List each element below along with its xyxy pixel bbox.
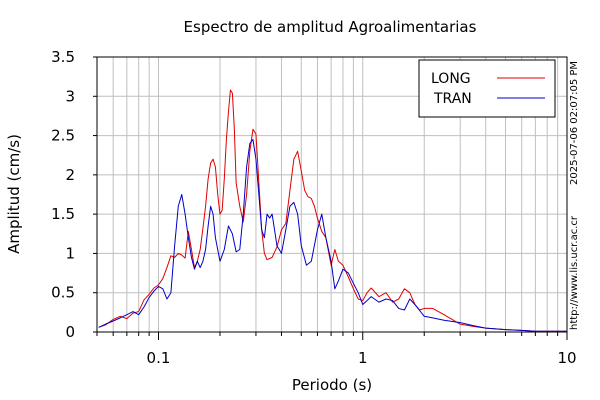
y-tick-label: 3.5 [51,48,75,66]
y-axis-title: Amplitud (cm/s) [5,134,23,254]
x-axis-ticks: 0.1 1 10 [96,332,577,367]
series-lines [98,89,567,332]
y-tick-label: 2 [65,166,75,184]
x-axis-title: Periodo (s) [292,376,372,394]
y-tick-label: 1.5 [51,205,75,223]
x-tick-label: 10 [557,349,576,367]
y-tick-label: 0 [65,323,75,341]
x-tick-label: 0.1 [147,349,171,367]
plot-frame [96,56,568,333]
timestamp-note: 2025-07-06 02:07:05 PM [569,61,580,185]
legend: LONG TRAN [418,59,556,118]
y-axis-ticks: 0 0.5 1 1.5 2 2.5 3 3.5 [51,48,97,341]
source-url-note: http://www.lis.ucr.ac.cr [569,215,580,330]
y-tick-label: 3 [65,87,75,105]
y-tick-label: 2.5 [51,127,75,145]
series-line-tran [98,139,567,332]
legend-label-tran: TRAN [433,91,472,107]
y-tick-label: 0.5 [51,284,75,302]
y-tick-label: 1 [65,244,75,262]
chart-title: Espectro de amplitud Agroalimentarias [184,18,477,36]
x-tick-label: 1 [358,349,368,367]
legend-label-long: LONG [431,71,471,87]
legend-box [418,59,556,118]
